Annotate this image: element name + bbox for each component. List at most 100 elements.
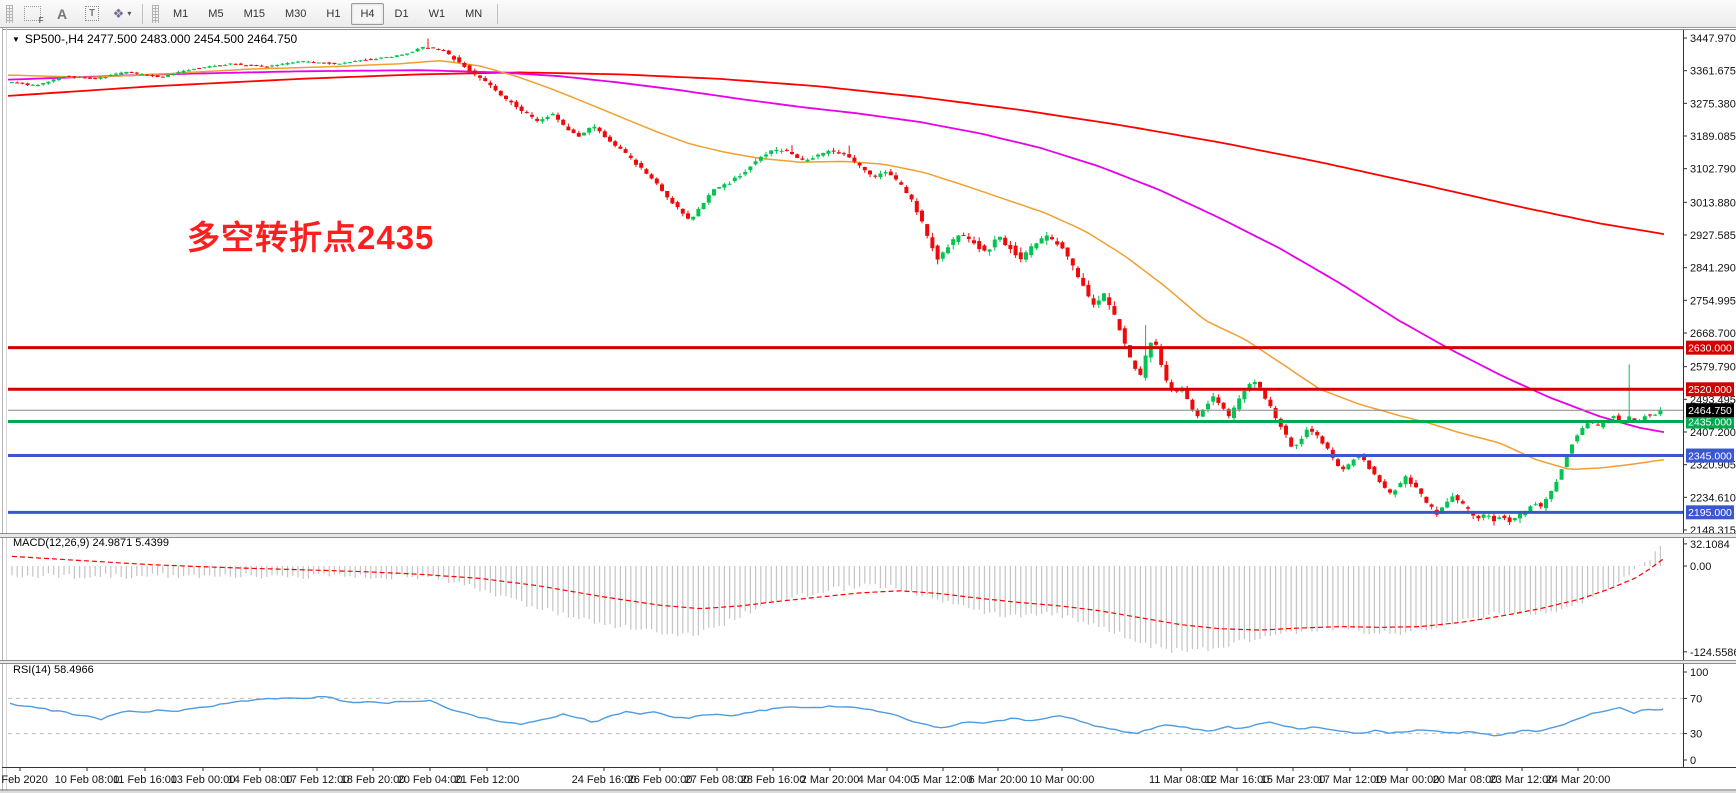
candle bbox=[379, 57, 384, 59]
candle bbox=[254, 65, 259, 67]
candle bbox=[1237, 398, 1242, 410]
candle bbox=[1601, 422, 1606, 428]
candle bbox=[904, 186, 909, 193]
candle bbox=[498, 90, 503, 96]
candle bbox=[1408, 477, 1413, 484]
candle bbox=[1169, 382, 1174, 391]
candle bbox=[769, 150, 774, 154]
text-label-icon: A bbox=[56, 5, 68, 22]
candle bbox=[805, 159, 810, 162]
candle bbox=[1102, 293, 1106, 301]
candle bbox=[1268, 399, 1273, 407]
timeframe-button-group: M1 M5 M15 M30 H1 H4 D1 W1 MN bbox=[163, 2, 492, 25]
timeframe-button-h4[interactable]: H4 bbox=[351, 2, 384, 25]
candle bbox=[207, 66, 212, 68]
text-box-tool-button[interactable]: T bbox=[79, 2, 105, 26]
candle bbox=[1247, 383, 1252, 390]
candle bbox=[561, 119, 566, 125]
cursor-style-tool-button[interactable]: ❖ ▾ bbox=[109, 2, 135, 26]
timeframe-button-mn[interactable]: MN bbox=[465, 7, 483, 20]
candle bbox=[524, 111, 529, 113]
candle bbox=[998, 236, 1002, 240]
candle bbox=[1549, 490, 1554, 500]
candle bbox=[873, 175, 878, 177]
candle bbox=[914, 201, 919, 213]
candle bbox=[280, 63, 285, 65]
toolbar-drag-handle[interactable] bbox=[6, 4, 13, 23]
candle bbox=[509, 100, 514, 103]
fibo-grid-tool-button[interactable]: F bbox=[19, 2, 45, 26]
candle bbox=[342, 62, 347, 64]
macd-indicator-label: MACD(12,26,9) 24.9871 5.4399 bbox=[13, 537, 169, 549]
candle bbox=[129, 71, 134, 73]
timeframe-button-w1[interactable]: W1 bbox=[428, 7, 446, 20]
candle bbox=[462, 62, 467, 67]
time-label: 10 Feb 08:00 bbox=[55, 774, 120, 786]
chart-text-annotation[interactable]: 多空转折点2435 bbox=[187, 219, 435, 256]
time-label: 17 Feb 12:00 bbox=[285, 774, 350, 786]
candle bbox=[108, 74, 113, 77]
timeframe-drag-handle[interactable] bbox=[152, 4, 159, 23]
candle bbox=[296, 61, 300, 63]
price-tick-label: 2754.995 bbox=[1690, 295, 1736, 307]
candle bbox=[93, 78, 98, 80]
main-chart-plot[interactable] bbox=[8, 30, 1683, 533]
candle bbox=[218, 65, 222, 67]
price-tick-label: 3189.085 bbox=[1690, 131, 1736, 143]
candle bbox=[1154, 341, 1158, 345]
chart-symbol-header[interactable]: ▼ SP500-,H4 2477.500 2483.000 2454.500 2… bbox=[12, 32, 297, 46]
candle bbox=[1070, 258, 1075, 266]
panel-separator[interactable] bbox=[0, 533, 1736, 538]
candle bbox=[972, 240, 976, 244]
candle bbox=[852, 157, 857, 162]
timeframe-button-m15[interactable]: M15 bbox=[243, 7, 265, 20]
candle bbox=[1304, 429, 1309, 437]
candle bbox=[530, 114, 534, 117]
candle bbox=[15, 82, 20, 84]
candle bbox=[1112, 306, 1117, 315]
time-label: 26 Feb 00:00 bbox=[628, 774, 693, 786]
candle bbox=[935, 245, 940, 260]
text-label-tool-button[interactable]: A bbox=[49, 2, 75, 26]
candle bbox=[1143, 355, 1148, 378]
timeframe-button-d1[interactable]: D1 bbox=[394, 7, 409, 20]
chart-canvas[interactable]: 3447.970 3361.675 3275.380 3189.085 3102.790… bbox=[0, 28, 1736, 793]
candle bbox=[1580, 427, 1585, 435]
candle bbox=[722, 184, 727, 188]
candle bbox=[821, 152, 826, 156]
candle bbox=[327, 62, 332, 64]
time-label: 21 Feb 12:00 bbox=[455, 774, 520, 786]
candle bbox=[41, 82, 46, 85]
timeframe-button-h1[interactable]: H1 bbox=[326, 7, 341, 20]
candle bbox=[961, 234, 966, 236]
candle bbox=[36, 84, 40, 86]
candle bbox=[987, 249, 992, 252]
timeframe-button-m5[interactable]: M5 bbox=[208, 7, 224, 20]
candle bbox=[1117, 319, 1122, 331]
candle bbox=[472, 70, 477, 75]
candle bbox=[238, 63, 243, 65]
candle bbox=[1642, 416, 1647, 421]
candle bbox=[1216, 397, 1221, 403]
candle bbox=[576, 132, 581, 137]
candle bbox=[634, 159, 638, 165]
timeframe-button-m1[interactable]: M1 bbox=[173, 7, 189, 20]
candle bbox=[192, 68, 196, 70]
candle bbox=[857, 162, 862, 166]
timeframe-button-m30[interactable]: M30 bbox=[284, 7, 307, 20]
panel-separator[interactable] bbox=[0, 660, 1736, 664]
candle bbox=[727, 183, 732, 185]
candle bbox=[1507, 517, 1512, 523]
rsi-line bbox=[9, 696, 1664, 737]
rsi-tick-label: 100 bbox=[1690, 667, 1708, 679]
candle bbox=[124, 71, 129, 74]
candle bbox=[1616, 415, 1621, 421]
candle bbox=[784, 149, 789, 151]
candle bbox=[176, 72, 181, 74]
candle bbox=[1065, 247, 1070, 257]
candle bbox=[1653, 414, 1658, 416]
candle bbox=[212, 65, 217, 67]
candle bbox=[56, 78, 61, 81]
candle bbox=[951, 239, 956, 245]
candle bbox=[1564, 456, 1569, 467]
